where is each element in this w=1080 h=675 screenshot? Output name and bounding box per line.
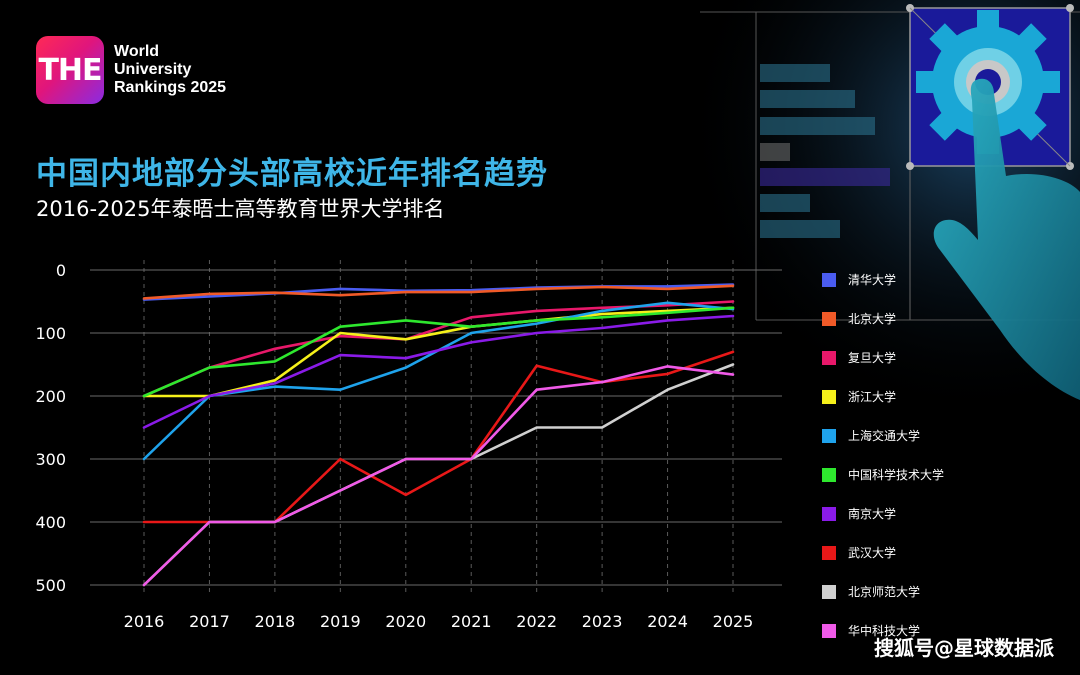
series-line-1 xyxy=(142,283,735,301)
legend-swatch xyxy=(822,428,836,443)
series-line-8 xyxy=(142,350,735,524)
legend-item: 华中科技大学 xyxy=(822,611,1022,650)
legend-label: 华中科技大学 xyxy=(848,624,921,638)
legend-swatch xyxy=(822,584,836,599)
series-line-5 xyxy=(142,301,735,461)
legend-item: 浙江大学 xyxy=(822,377,1022,416)
legend-swatch xyxy=(822,350,836,365)
legend-label: 浙江大学 xyxy=(848,390,897,404)
pointing-hand xyxy=(933,78,1080,401)
the-logo-text: World University Rankings 2025 xyxy=(114,43,226,97)
x-tick-label: 2017 xyxy=(189,612,230,631)
legend-item: 清华大学 xyxy=(822,260,1022,299)
legend-label: 清华大学 xyxy=(848,273,897,287)
series-line-10 xyxy=(142,365,735,587)
legend-item: 北京师范大学 xyxy=(822,572,1022,611)
hand-gear-illustration xyxy=(660,0,1080,420)
series-line-9 xyxy=(142,363,735,587)
x-tick-label: 2025 xyxy=(713,612,754,631)
legend-label: 武汉大学 xyxy=(848,546,897,560)
legend-swatch xyxy=(822,389,836,404)
ui-bars-decoration xyxy=(760,64,890,238)
legend-label: 上海交通大学 xyxy=(848,429,921,443)
legend-item: 上海交通大学 xyxy=(822,416,1022,455)
chart-title: 中国内地部分头部高校近年排名趋势 xyxy=(36,156,548,192)
y-tick-label: 300 xyxy=(35,450,66,469)
the-logo: THE World University Rankings 2025 xyxy=(36,36,226,104)
x-tick-label: 2019 xyxy=(320,612,361,631)
logo-line-2: University xyxy=(114,61,192,78)
series-line-7 xyxy=(142,314,735,429)
x-tick-label: 2020 xyxy=(385,612,426,631)
y-tick-label: 400 xyxy=(35,513,66,532)
watermark: 搜狐号@星球数据派 xyxy=(874,636,1054,660)
legend-swatch xyxy=(822,545,836,560)
legend-item: 复旦大学 xyxy=(822,338,1022,377)
x-tick-label: 2016 xyxy=(124,612,165,631)
x-tick-label: 2023 xyxy=(582,612,623,631)
series-line-2 xyxy=(142,284,735,300)
legend-label: 中国科学技术大学 xyxy=(848,468,945,482)
legend-swatch xyxy=(822,467,836,482)
legend-item: 北京大学 xyxy=(822,299,1022,338)
x-tick-label: 2022 xyxy=(516,612,557,631)
series-line-4 xyxy=(142,306,735,398)
chart-legend: 清华大学北京大学复旦大学浙江大学上海交通大学中国科学技术大学 南京大学武汉大学北京… xyxy=(822,260,1022,650)
legend-swatch xyxy=(822,506,836,521)
logo-line-1: World xyxy=(114,43,160,60)
the-logo-badge: THE xyxy=(36,36,104,104)
x-tick-label: 2018 xyxy=(255,612,296,631)
y-tick-label: 200 xyxy=(35,387,66,406)
legend-swatch xyxy=(822,272,836,287)
y-tick-label: 100 xyxy=(35,324,66,343)
x-tick-label: 2021 xyxy=(451,612,492,631)
legend-label: 复旦大学 xyxy=(848,351,897,365)
legend-item: 武汉大学 xyxy=(822,533,1022,572)
x-tick-label: 2024 xyxy=(647,612,688,631)
y-tick-label: 500 xyxy=(35,576,66,595)
legend-label: 北京大学 xyxy=(848,312,897,326)
legend-item: 中国科学技术大学 xyxy=(822,455,1022,494)
logo-line-3: Rankings 2025 xyxy=(114,79,227,96)
chart-subtitle: 2016-2025年泰晤士高等教育世界大学排名 xyxy=(36,197,445,221)
legend-swatch xyxy=(822,311,836,326)
legend-label: 北京师范大学 xyxy=(848,585,921,599)
y-tick-label: 0 xyxy=(56,261,66,280)
series-line-6 xyxy=(142,306,735,398)
legend-swatch xyxy=(822,623,836,638)
legend-item: 南京大学 xyxy=(822,494,1022,533)
legend-label: 南京大学 xyxy=(848,507,897,521)
